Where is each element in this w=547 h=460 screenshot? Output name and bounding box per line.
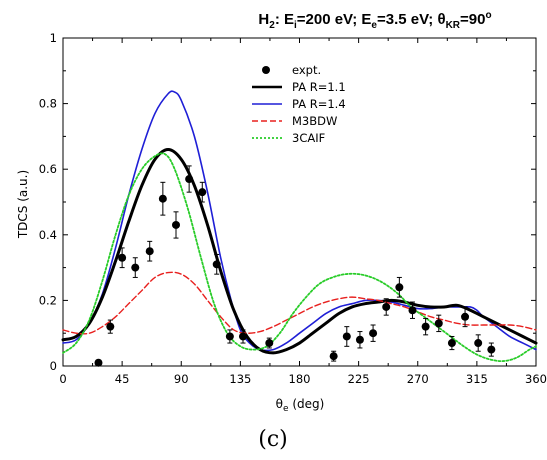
y-tick-labels: 0 0.2 0.4 0.6 0.8 1 — [39, 31, 57, 373]
expt-point — [474, 339, 483, 348]
x-tick-label: 0 — [59, 372, 66, 386]
expt-point — [434, 319, 443, 328]
expt-point — [329, 352, 338, 361]
y-tick-label: 0.4 — [39, 228, 57, 242]
experimental-points — [94, 165, 496, 367]
expt-point — [118, 253, 127, 262]
x-tick-label: 225 — [348, 372, 370, 386]
x-tick-label: 180 — [289, 372, 311, 386]
legend-swatch-expt — [262, 66, 270, 74]
expt-point — [225, 332, 234, 341]
legend-label: PA R=1.1 — [292, 80, 346, 94]
y-tick-label: 0.2 — [39, 293, 57, 307]
expt-point — [185, 175, 194, 184]
x-tick-label: 135 — [229, 372, 251, 386]
series-line-3caif — [62, 152, 537, 363]
expt-point — [447, 339, 456, 348]
x-axis-label: θe (deg) — [276, 397, 325, 414]
expt-point — [421, 322, 430, 331]
legend: expt. PA R=1.1 PA R=1.4 M3BDW 3CAIF — [252, 63, 346, 145]
legend-label: 3CAIF — [292, 131, 325, 145]
expt-point — [395, 283, 404, 292]
expt-point — [239, 332, 248, 341]
legend-label: M3BDW — [292, 114, 337, 128]
series-line-pa-r-1-1 — [61, 148, 538, 355]
chart-title: H2: Ei=200 eV; Ee=3.5 eV; θKR=90o — [258, 10, 491, 31]
expt-point — [131, 263, 140, 272]
expt-point — [461, 312, 470, 321]
expt-point — [106, 322, 115, 331]
x-tick-label: 360 — [525, 372, 547, 386]
x-tick-label: 90 — [174, 372, 189, 386]
x-tick-label: 270 — [407, 372, 429, 386]
figure-caption: (c) — [258, 427, 288, 452]
axis-ticks — [62, 37, 537, 367]
x-tick-label: 45 — [115, 372, 130, 386]
legend-label: expt. — [292, 63, 321, 77]
expt-point — [171, 220, 180, 229]
expt-point — [212, 260, 221, 269]
expt-point — [369, 329, 378, 338]
expt-point — [265, 339, 274, 348]
expt-point — [94, 358, 103, 367]
series-line-m3bdw — [62, 271, 537, 335]
expt-point — [342, 332, 351, 341]
expt-point — [487, 345, 496, 354]
expt-point — [198, 188, 207, 197]
expt-point — [145, 247, 154, 256]
expt-point — [158, 194, 167, 203]
y-tick-label: 1 — [50, 31, 57, 45]
y-tick-label: 0.8 — [39, 97, 57, 111]
expt-point — [408, 306, 417, 315]
expt-point — [355, 335, 364, 344]
x-tick-label: 315 — [466, 372, 488, 386]
expt-point — [382, 302, 391, 311]
y-axis-label: TDCS (a.u.) — [16, 170, 30, 239]
legend-label: PA R=1.4 — [292, 97, 346, 111]
y-tick-label: 0.6 — [39, 162, 57, 176]
y-tick-label: 0 — [50, 359, 57, 373]
x-tick-labels: 0 45 90 135 180 225 270 315 360 — [59, 372, 547, 386]
